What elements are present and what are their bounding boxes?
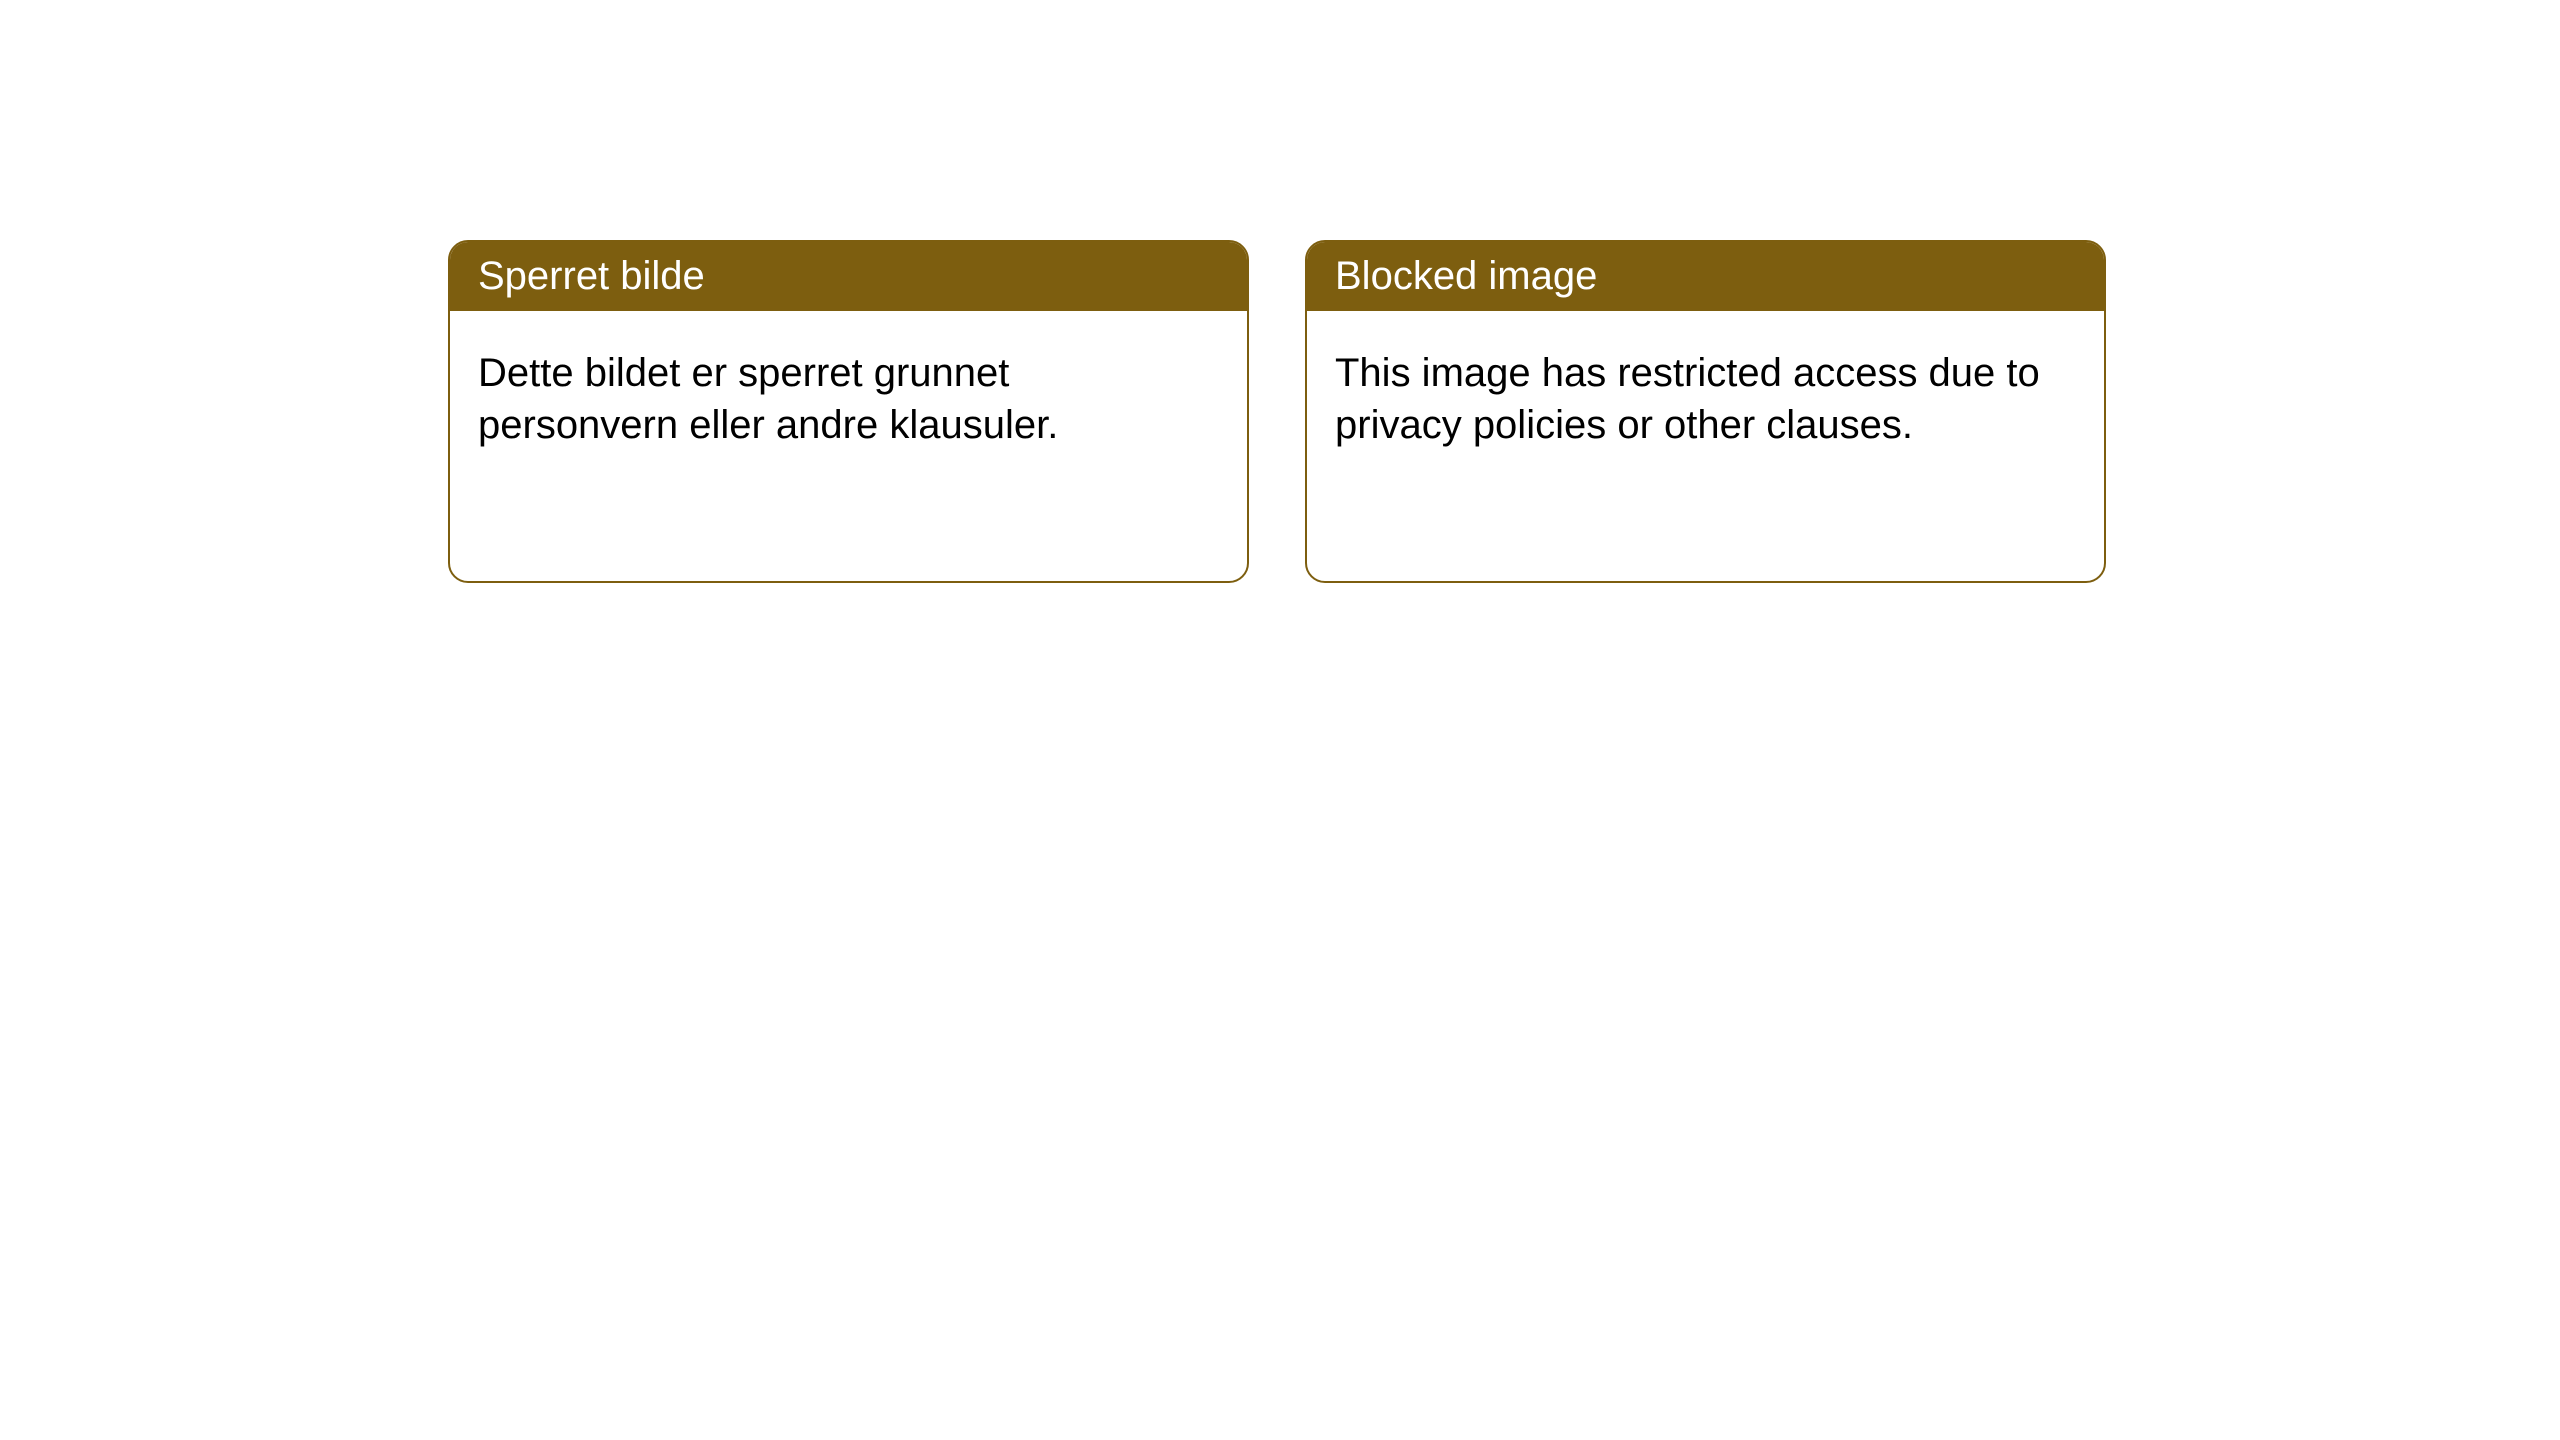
notice-body: Dette bildet er sperret grunnet personve… <box>450 311 1247 581</box>
notice-card-english: Blocked image This image has restricted … <box>1305 240 2106 583</box>
notice-header: Sperret bilde <box>450 242 1247 311</box>
notice-card-norwegian: Sperret bilde Dette bildet er sperret gr… <box>448 240 1249 583</box>
notice-body: This image has restricted access due to … <box>1307 311 2104 581</box>
notice-container: Sperret bilde Dette bildet er sperret gr… <box>0 0 2560 583</box>
notice-header: Blocked image <box>1307 242 2104 311</box>
